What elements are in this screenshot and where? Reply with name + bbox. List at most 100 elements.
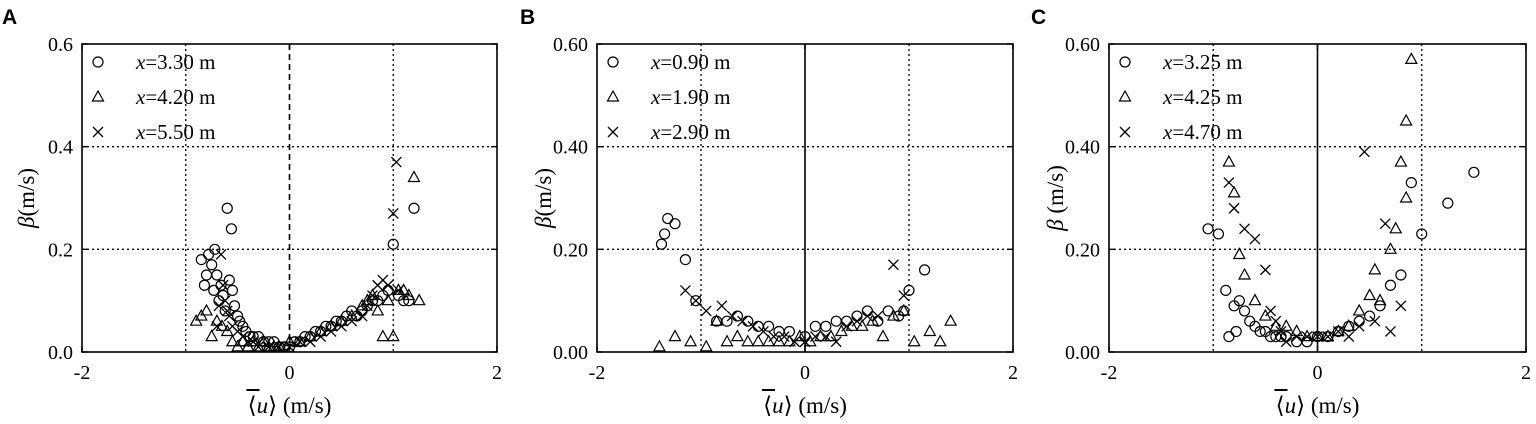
legend-label: x=3.25 m	[1162, 50, 1243, 74]
data-point-cross	[679, 284, 691, 296]
data-point-circle	[219, 305, 231, 317]
data-point-circle	[762, 320, 775, 332]
data-point-circle	[1238, 305, 1251, 317]
legend-value: =3.30 m	[145, 50, 215, 74]
x-axis-label-close: ⟩	[1296, 393, 1305, 418]
data-point-cross	[1322, 331, 1334, 343]
data-point-circle	[200, 269, 213, 281]
data-point-circle	[208, 284, 220, 296]
data-point-cross	[898, 290, 910, 301]
y-axis-label: β (m/s)	[1043, 165, 1068, 232]
data-point-cross	[294, 336, 306, 348]
data-point-triangle	[1342, 319, 1356, 331]
data-point-triangle	[91, 89, 105, 102]
y-tick-label: 0.60	[1065, 34, 1100, 56]
data-point-triangle	[1279, 319, 1293, 331]
y-tick-label: 0.20	[553, 239, 588, 261]
data-point-circle	[721, 315, 733, 327]
legend-var: x	[135, 120, 146, 144]
data-point-circle	[690, 295, 702, 307]
data-point-cross	[607, 126, 619, 138]
data-point-cross	[223, 310, 235, 322]
chart-panel-c: C0.000.200.400.60-2 0 2⟨u⟩ (m/s)β (m/s)x=3…	[1031, 6, 1531, 418]
data-point-circle	[1230, 325, 1242, 338]
data-point-cross	[92, 126, 104, 138]
data-point-triangle	[199, 303, 214, 316]
data-point-cross	[830, 336, 842, 348]
data-point-triangle	[1321, 329, 1335, 342]
data-point-triangle	[314, 324, 328, 337]
data-point-triangle	[855, 319, 869, 331]
data-point-triangle	[668, 329, 682, 342]
data-point-triangle	[303, 329, 317, 342]
data-point-triangle	[225, 334, 239, 347]
data-point-circle	[882, 305, 894, 317]
data-point-cross	[1223, 177, 1235, 189]
data-point-cross	[1312, 331, 1323, 343]
data-point-cross	[1379, 218, 1391, 230]
data-point-circle	[1395, 269, 1407, 281]
data-point-circle	[1223, 331, 1235, 343]
data-point-triangle	[684, 334, 698, 347]
data-point-triangle	[402, 288, 416, 301]
legend-value: =0.90 m	[660, 50, 730, 74]
x-axis-label: ⟨u⟩ (m/s)	[248, 393, 332, 418]
data-point-circle	[92, 56, 104, 68]
legend-label: x=1.90 m	[650, 85, 731, 109]
data-point-circle	[1291, 336, 1303, 348]
data-point-triangle	[793, 329, 807, 342]
data-point-triangle	[876, 329, 890, 342]
data-point-triangle	[1258, 308, 1272, 321]
legend-var: x	[1162, 50, 1173, 74]
data-point-cross	[325, 326, 337, 337]
data-point-circle	[226, 284, 239, 296]
data-point-circle	[1416, 228, 1428, 240]
x-axis-label-unit: (m/s)	[1305, 393, 1359, 418]
y-tick-label: 0.00	[1065, 342, 1100, 364]
y-axis-label-unit: (m/s)	[14, 168, 39, 217]
x-axis-label-var: u	[257, 393, 269, 418]
x-axis-label-close: ⟩	[268, 393, 277, 418]
data-point-cross	[851, 315, 863, 327]
data-point-circle	[861, 305, 874, 317]
data-point-cross	[242, 336, 254, 348]
data-point-cross	[1332, 326, 1344, 337]
data-point-triangle	[652, 339, 666, 352]
y-tick-label: 0.60	[553, 34, 588, 56]
data-point-cross	[361, 300, 373, 312]
data-point-cross	[387, 207, 399, 219]
data-point-circle	[1374, 300, 1386, 312]
data-point-triangle	[741, 334, 755, 347]
x-tick-label: -2	[74, 362, 91, 384]
data-point-triangle	[1222, 154, 1236, 167]
data-point-cross	[315, 331, 327, 343]
data-point-triangle	[1363, 288, 1377, 301]
data-point-circle	[1220, 284, 1232, 296]
series-cross	[679, 259, 910, 348]
data-point-cross	[392, 284, 404, 296]
legend-var: x	[650, 85, 661, 109]
x-tick-label: 0	[800, 362, 810, 384]
data-point-circle	[830, 315, 842, 327]
data-point-cross	[887, 259, 899, 271]
legend-value: =4.25 m	[1172, 85, 1242, 109]
data-point-cross	[1358, 146, 1370, 158]
data-point-circle	[228, 300, 241, 312]
data-point-cross	[284, 341, 295, 353]
data-point-triangle	[397, 283, 411, 295]
data-point-triangle	[772, 334, 786, 347]
y-tick-label: 0.2	[48, 239, 73, 261]
data-point-triangle	[1399, 113, 1413, 126]
data-point-triangle	[1389, 221, 1403, 234]
data-point-circle	[607, 56, 619, 68]
data-point-circle	[1119, 56, 1131, 68]
legend-label: x=2.90 m	[650, 120, 731, 144]
data-point-circle	[1353, 315, 1365, 327]
data-point-cross	[213, 300, 225, 312]
data-point-circle	[918, 264, 931, 276]
data-point-circle	[1254, 325, 1266, 338]
data-point-triangle	[376, 329, 390, 342]
data-point-cross	[356, 310, 368, 322]
data-point-triangle	[866, 313, 880, 326]
data-point-cross	[1369, 315, 1381, 327]
